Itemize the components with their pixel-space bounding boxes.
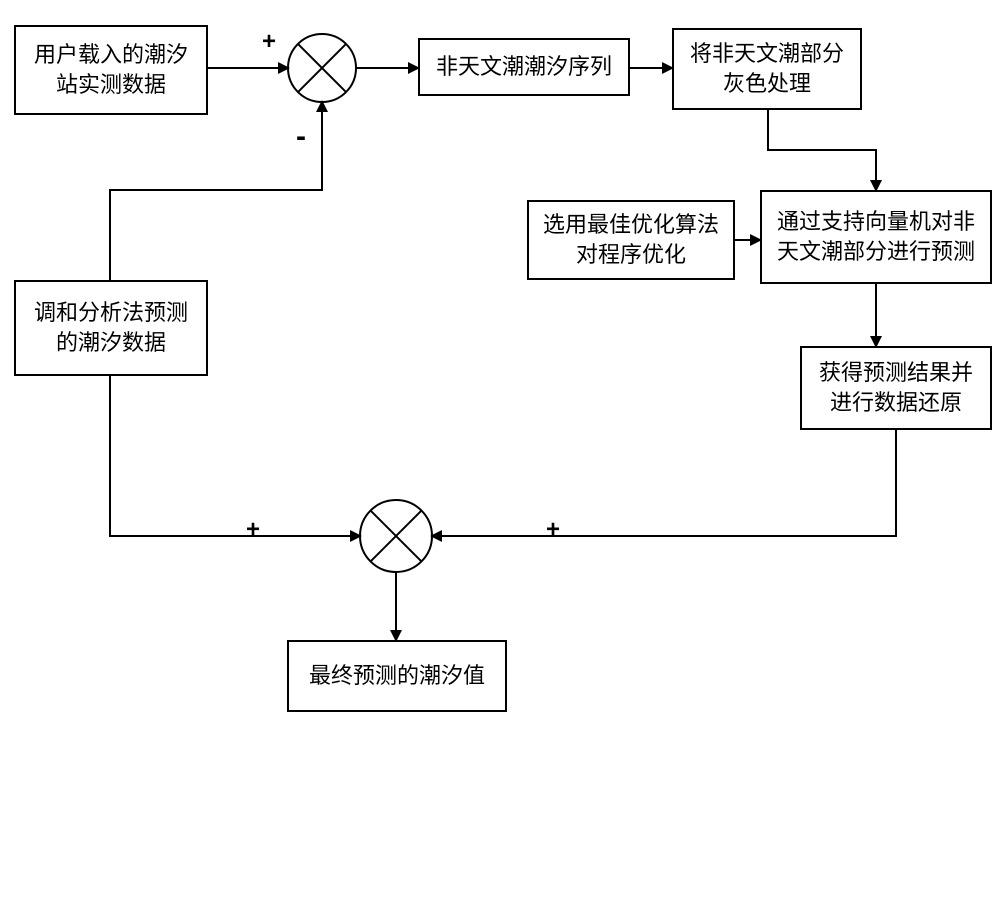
sign-minus-s1: - (296, 120, 306, 154)
node-label: 获得预测结果并进行数据还原 (819, 358, 973, 417)
sign-plus-s2-r: + (546, 516, 560, 544)
node-label: 通过支持向量机对非天文潮部分进行预测 (777, 207, 975, 266)
svg-overlay (0, 0, 1000, 897)
node-non-astro-sequence: 非天文潮潮汐序列 (418, 38, 630, 96)
node-label: 将非天文潮部分灰色处理 (690, 39, 844, 98)
flowchart-canvas: 用户载入的潮汐站实测数据 非天文潮潮汐序列 将非天文潮部分灰色处理 调和分析法预… (0, 0, 1000, 897)
node-result-restore: 获得预测结果并进行数据还原 (800, 346, 992, 430)
node-user-tide-data: 用户载入的潮汐站实测数据 (14, 25, 208, 115)
node-harmonic-prediction: 调和分析法预测的潮汐数据 (14, 280, 208, 376)
node-label: 最终预测的潮汐值 (309, 661, 485, 691)
sign-plus-s2-l: + (246, 516, 260, 544)
node-label: 用户载入的潮汐站实测数据 (34, 40, 188, 99)
node-svm-predict: 通过支持向量机对非天文潮部分进行预测 (760, 190, 992, 284)
node-label: 选用最佳优化算法对程序优化 (543, 210, 719, 269)
node-grey-process: 将非天文潮部分灰色处理 (672, 28, 862, 110)
node-label: 调和分析法预测的潮汐数据 (34, 298, 188, 357)
node-final-tide-value: 最终预测的潮汐值 (287, 640, 507, 712)
sign-plus-s1: + (262, 28, 276, 56)
node-label: 非天文潮潮汐序列 (436, 52, 612, 82)
node-best-optimization: 选用最佳优化算法对程序优化 (527, 200, 735, 280)
